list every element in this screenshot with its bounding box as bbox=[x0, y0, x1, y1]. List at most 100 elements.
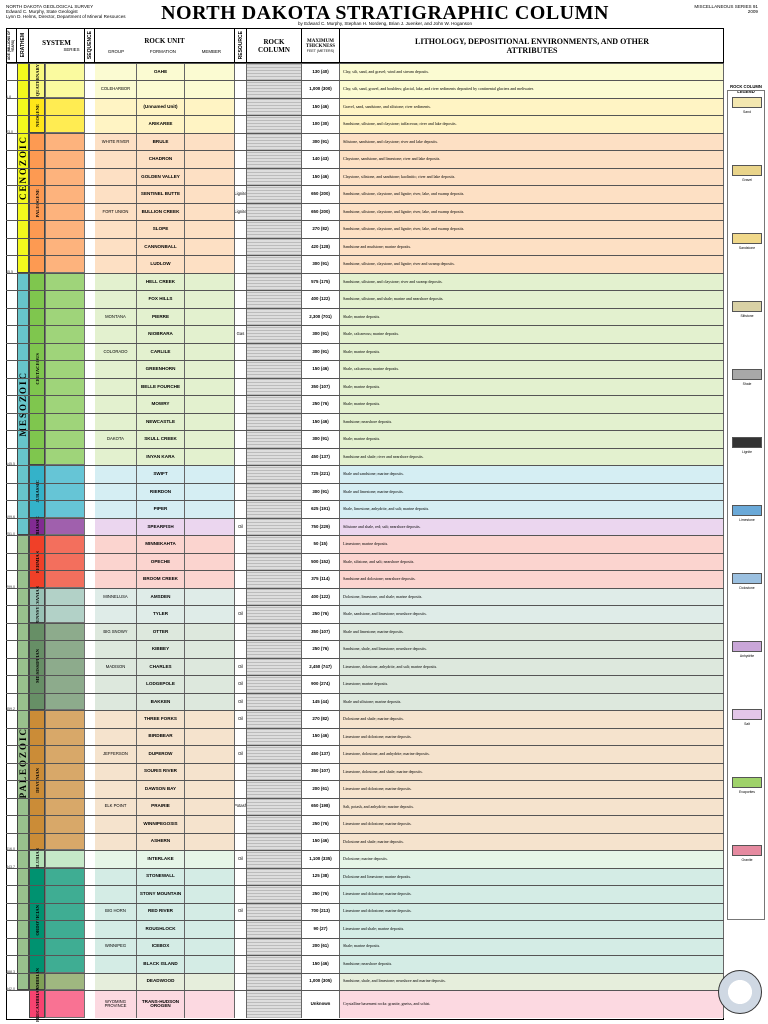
resource-header: RESOURCE bbox=[235, 29, 247, 63]
lithology-description: Shale and limestone; marine deposits. bbox=[340, 623, 724, 641]
rock-column-cell bbox=[247, 693, 302, 711]
group-cell: JEFFERSON bbox=[95, 746, 137, 763]
age-tick-label: 65.5 bbox=[6, 269, 13, 274]
formation-cell: NIOBRARA bbox=[137, 326, 185, 343]
lithology-description: Sandstone, siltstone, and claystone; tuf… bbox=[340, 116, 724, 133]
member-cell bbox=[185, 886, 235, 903]
formation-cell: NEWCASTLE bbox=[137, 413, 185, 431]
thickness-units: FEET (METERS) bbox=[306, 48, 335, 53]
member-cell bbox=[185, 693, 235, 711]
thickness-cell: 450 (137) bbox=[302, 746, 340, 763]
member-cell bbox=[185, 291, 235, 308]
legend-label: Evaporites bbox=[738, 790, 756, 794]
lithology-description: Sandstone and shale; river and nearshore… bbox=[340, 448, 724, 466]
thickness-cell: 375 (114) bbox=[302, 571, 340, 588]
lithology-description: Shale; marine deposits. bbox=[340, 378, 724, 396]
thickness-cell: 90 (27) bbox=[302, 921, 340, 938]
thickness-cell: 300 (91) bbox=[302, 483, 340, 501]
group-cell bbox=[95, 851, 137, 868]
rock-column-cell bbox=[247, 466, 302, 483]
resource-cell: Lignite bbox=[235, 203, 247, 221]
rock-column-cell bbox=[247, 833, 302, 851]
rock-column-header: ROCK COLUMN bbox=[247, 29, 302, 63]
resource-cell: Oil bbox=[235, 676, 247, 693]
formation-cell: OAHE bbox=[137, 64, 185, 81]
rock-column-cell bbox=[247, 116, 302, 133]
member-cell bbox=[185, 168, 235, 186]
thickness-cell: 250 (76) bbox=[302, 606, 340, 623]
member-cell bbox=[185, 991, 235, 1018]
member-cell bbox=[185, 798, 235, 816]
group-cell: FORT UNION bbox=[95, 203, 137, 221]
group-cell bbox=[95, 728, 137, 746]
member-cell bbox=[185, 921, 235, 938]
lithology-description: Siltstone and shale, red; salt; nearshor… bbox=[340, 518, 724, 536]
lithology-description: Clay, silt, sand, and gravel; wind and s… bbox=[340, 64, 724, 81]
rock-column-cell bbox=[247, 938, 302, 956]
survey-name: NORTH DAKOTA GEOLOGICAL SURVEY bbox=[6, 4, 94, 9]
group-cell bbox=[95, 501, 137, 518]
thickness-cell: 2,300 (701) bbox=[302, 308, 340, 326]
thickness-cell: 150 (46) bbox=[302, 168, 340, 186]
table-row: INYAN KARA 450 (137) Sandstone and shale; … bbox=[6, 447, 724, 466]
member-cell bbox=[185, 851, 235, 868]
rock-column-cell bbox=[247, 396, 302, 413]
resource-cell bbox=[235, 781, 247, 798]
member-cell bbox=[185, 256, 235, 273]
formation-cell: LODGEPOLE bbox=[137, 676, 185, 693]
table-row: WYOMING PROVINCE TRANS-HUDSON OROGEN Unkno… bbox=[6, 990, 724, 1018]
age-tick-label: 416.0 bbox=[6, 847, 15, 852]
resource-cell bbox=[235, 133, 247, 151]
group-cell bbox=[95, 378, 137, 396]
formation-cell: MINNEKAHTA bbox=[137, 536, 185, 553]
formation-cell: INTERLAKE bbox=[137, 851, 185, 868]
group-cell bbox=[95, 256, 137, 273]
formation-cell: BULLION CREEK bbox=[137, 203, 185, 221]
resource-cell bbox=[235, 886, 247, 903]
rock-column-cell bbox=[247, 413, 302, 431]
member-cell bbox=[185, 746, 235, 763]
lithology-description: Shale, limestone, anhydrite, and salt; m… bbox=[340, 501, 724, 518]
thickness-cell: 575 (175) bbox=[302, 273, 340, 291]
member-cell bbox=[185, 868, 235, 886]
thickness-cell: 200 (61) bbox=[302, 781, 340, 798]
member-cell bbox=[185, 728, 235, 746]
table-row: NIOBRARA Gas 300 (91) Shale, calcareous; ma… bbox=[6, 325, 724, 343]
table-row: SENTINEL BUTTE Lignite 650 (200) Sandstone,… bbox=[6, 185, 724, 203]
resource-cell bbox=[235, 116, 247, 133]
table-row: LODGEPOLE Oil 900 (274) Limestone; marine d… bbox=[6, 675, 724, 693]
table-row: BAKKEN Oil 145 (44) Shale and siltstone; ma… bbox=[6, 692, 724, 711]
legend-label: Sand bbox=[743, 110, 751, 114]
table-row: COLORADO CARLILE 300 (91) Shale; marine dep… bbox=[6, 342, 724, 361]
rock-column-cell bbox=[247, 903, 302, 921]
member-cell bbox=[185, 448, 235, 466]
group-cell: WYOMING PROVINCE bbox=[95, 991, 137, 1018]
resource-cell bbox=[235, 396, 247, 413]
legend-label: Gravel bbox=[742, 178, 752, 182]
formation-cell: ICEBOX bbox=[137, 938, 185, 956]
thickness-cell: 400 (122) bbox=[302, 291, 340, 308]
lithology-description: Limestone and dolostone; marine deposits… bbox=[340, 816, 724, 833]
age-tick-label: 199.6 bbox=[6, 514, 15, 519]
thickness-cell: 300 (91) bbox=[302, 431, 340, 448]
thickness-cell: 625 (191) bbox=[302, 501, 340, 518]
resource-cell bbox=[235, 833, 247, 851]
formation-cell: SPEARFISH bbox=[137, 518, 185, 536]
table-row: ASHERN 150 (46) Dolostone and shale; marin… bbox=[6, 832, 724, 851]
thickness-cell: 300 (91) bbox=[302, 343, 340, 361]
lithology-description: Gravel, sand, sandstone, and siltstone; … bbox=[340, 98, 724, 116]
series-band bbox=[45, 990, 85, 1018]
lithology-description: Limestone, dolostone, anhydrite, and sal… bbox=[340, 658, 724, 676]
resource-cell: Oil bbox=[235, 746, 247, 763]
group-cell bbox=[95, 221, 137, 238]
rock-column-cell bbox=[247, 203, 302, 221]
member-cell bbox=[185, 413, 235, 431]
thickness-cell: 150 (46) bbox=[302, 413, 340, 431]
table-row: SWIFT 725 (221) Shale and sandstone; marin… bbox=[6, 465, 724, 483]
resource-cell bbox=[235, 256, 247, 273]
member-cell bbox=[185, 431, 235, 448]
thickness-cell: 650 (198) bbox=[302, 798, 340, 816]
group-cell bbox=[95, 816, 137, 833]
group-cell bbox=[95, 466, 137, 483]
table-row: JEFFERSON DUPEROW Oil 450 (137) Limestone, d… bbox=[6, 745, 724, 763]
